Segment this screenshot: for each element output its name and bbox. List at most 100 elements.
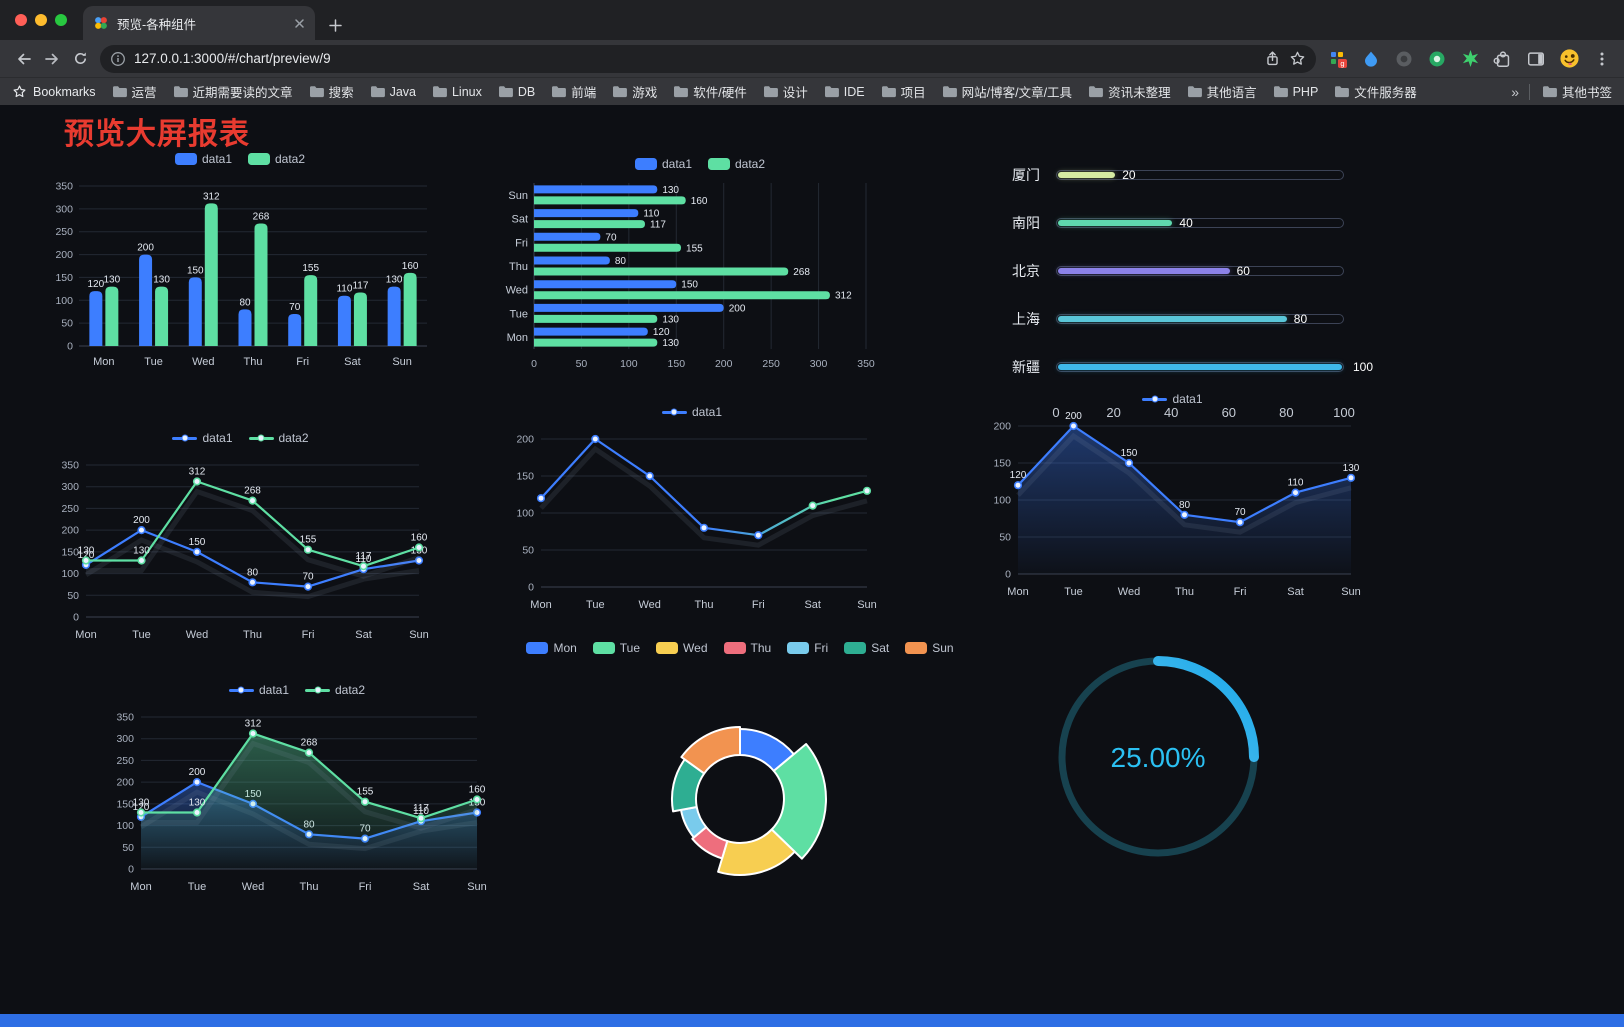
legend-item[interactable]: data1 [228, 683, 289, 697]
bookmark-folder[interactable]: 其他语言 [1187, 82, 1257, 101]
svg-text:Tue: Tue [586, 599, 605, 611]
bookmarks-divider [1528, 83, 1530, 100]
svg-text:160: 160 [402, 261, 419, 272]
reload-button[interactable] [66, 45, 94, 73]
svg-text:120: 120 [1010, 470, 1027, 481]
bookmark-folder[interactable]: 前端 [551, 82, 596, 101]
svg-text:Wed: Wed [506, 285, 528, 297]
legend-item[interactable]: Sat [844, 641, 889, 655]
tab-favicon-icon [95, 17, 107, 29]
progress-track: 80 [1056, 312, 1344, 326]
tab-close-icon[interactable] [294, 18, 305, 29]
new-tab-button[interactable] [329, 19, 342, 32]
progress-fill [1058, 220, 1173, 226]
address-bar[interactable]: 127.0.0.1:3000/#/chart/preview/9 [100, 44, 1316, 73]
svg-text:Wed: Wed [638, 599, 660, 611]
bookmark-folder[interactable]: 运营 [112, 82, 157, 101]
legend-item[interactable]: Thu [723, 641, 771, 655]
bookmark-folder[interactable]: 设计 [763, 82, 808, 101]
legend-item[interactable]: Tue [592, 641, 640, 655]
bookmark-folder[interactable]: 软件/硬件 [673, 82, 747, 101]
profile-avatar[interactable] [1557, 47, 1581, 71]
legend-item[interactable]: Wed [656, 641, 708, 655]
minimize-window-button[interactable] [35, 14, 47, 26]
legend-item[interactable]: data2 [708, 157, 765, 171]
share-icon[interactable] [1264, 50, 1281, 67]
svg-text:Sat: Sat [355, 629, 372, 641]
progress-value: 100 [1353, 360, 1374, 374]
bookmark-folder[interactable]: Linux [432, 85, 482, 99]
legend-item[interactable]: data1 [174, 152, 232, 166]
pie-slice[interactable] [770, 743, 827, 860]
close-window-button[interactable] [15, 14, 27, 26]
window-controls [15, 14, 67, 26]
bookmark-folder[interactable]: 近期需要读的文章 [173, 82, 293, 101]
zoom-window-button[interactable] [55, 14, 67, 26]
bookmark-folder[interactable]: 文件服务器 [1334, 82, 1417, 101]
legend-item[interactable]: data1 [661, 405, 722, 419]
other-bookmarks-folder[interactable]: 其他书签 [1542, 82, 1612, 101]
svg-text:100: 100 [993, 495, 1011, 507]
folder-icon [112, 86, 127, 98]
bookmarks-overflow-chevron[interactable]: » [1511, 83, 1519, 100]
side-panel-icon[interactable] [1524, 47, 1548, 71]
folder-icon [613, 86, 628, 98]
bookmark-star-icon[interactable] [1289, 50, 1306, 67]
legend-item[interactable]: data1 [172, 431, 233, 445]
site-info-icon[interactable] [110, 51, 126, 67]
bookmark-folder[interactable]: 游戏 [612, 82, 657, 101]
progress-row: 上海 80 [1012, 309, 1344, 329]
bookmark-folder[interactable]: 网站/博客/文章/工具 [942, 82, 1072, 101]
bookmarks-manager-item[interactable]: Bookmarks [12, 84, 96, 99]
legend-item[interactable]: data1 [634, 157, 692, 171]
svg-text:130: 130 [662, 338, 679, 349]
legend-item[interactable]: data1 [1142, 392, 1203, 406]
svg-text:155: 155 [300, 535, 317, 546]
legend-item[interactable]: data2 [305, 683, 365, 697]
back-button[interactable] [10, 45, 38, 73]
svg-text:130: 130 [662, 314, 679, 325]
svg-text:200: 200 [61, 525, 79, 537]
legend-item[interactable]: Mon [526, 641, 577, 655]
legend-item[interactable]: data2 [248, 431, 309, 445]
bookmark-folder[interactable]: DB [498, 85, 535, 99]
legend-item[interactable]: Fri [787, 641, 828, 655]
extension-blue-drop-icon[interactable] [1359, 47, 1383, 71]
bookmark-folder[interactable]: PHP [1273, 85, 1318, 99]
folder-icon [432, 86, 447, 98]
url-text[interactable]: 127.0.0.1:3000/#/chart/preview/9 [134, 51, 331, 66]
chart-legend: data1 data2 [45, 148, 435, 170]
pie-slice[interactable] [717, 828, 796, 876]
svg-text:200: 200 [993, 421, 1011, 433]
folder-icon [309, 86, 324, 98]
bookmark-folder[interactable]: Java [370, 85, 416, 99]
extension-green-circle-icon[interactable] [1425, 47, 1449, 71]
bookmark-folder[interactable]: 搜索 [309, 82, 354, 101]
legend-item[interactable]: data2 [248, 152, 305, 166]
horizontal-bar-chart: data1 data2 0 50 100 150 200 250 300 350 Mon Tue Wed… [500, 153, 900, 375]
progress-label: 新疆 [1012, 359, 1040, 375]
page-title: 预览大屏报表 [64, 118, 250, 151]
bookmark-folder[interactable]: IDE [824, 85, 865, 99]
forward-button[interactable] [38, 45, 66, 73]
rose-pie-svg [670, 725, 827, 876]
bookmark-folder[interactable]: 资讯未整理 [1088, 82, 1171, 101]
extension-grid-icon[interactable]: g [1326, 47, 1350, 71]
svg-text:Mon: Mon [130, 881, 151, 893]
svg-text:50: 50 [576, 358, 588, 370]
extensions-puzzle-icon[interactable] [1491, 47, 1515, 71]
svg-text:Wed: Wed [242, 881, 264, 893]
page-content: 预览大屏报表 data1 data2 0 50 100 150 200 250 300 350 Mo… [0, 105, 1624, 1027]
browser-menu-icon[interactable] [1590, 47, 1614, 71]
svg-text:200: 200 [137, 243, 154, 254]
svg-text:70: 70 [289, 302, 301, 313]
pie-slice[interactable] [680, 725, 741, 775]
legend-item[interactable]: Sun [905, 641, 954, 655]
browser-titlebar: 预览-各种组件 [0, 0, 1624, 40]
folder-icon [1187, 86, 1202, 98]
extension-gray-circle-icon[interactable] [1392, 47, 1416, 71]
browser-tab[interactable]: 预览-各种组件 [83, 6, 315, 40]
bookmark-folder[interactable]: 项目 [881, 82, 926, 101]
progress-value: 80 [1293, 312, 1308, 326]
extension-green-star-icon[interactable] [1458, 47, 1482, 71]
